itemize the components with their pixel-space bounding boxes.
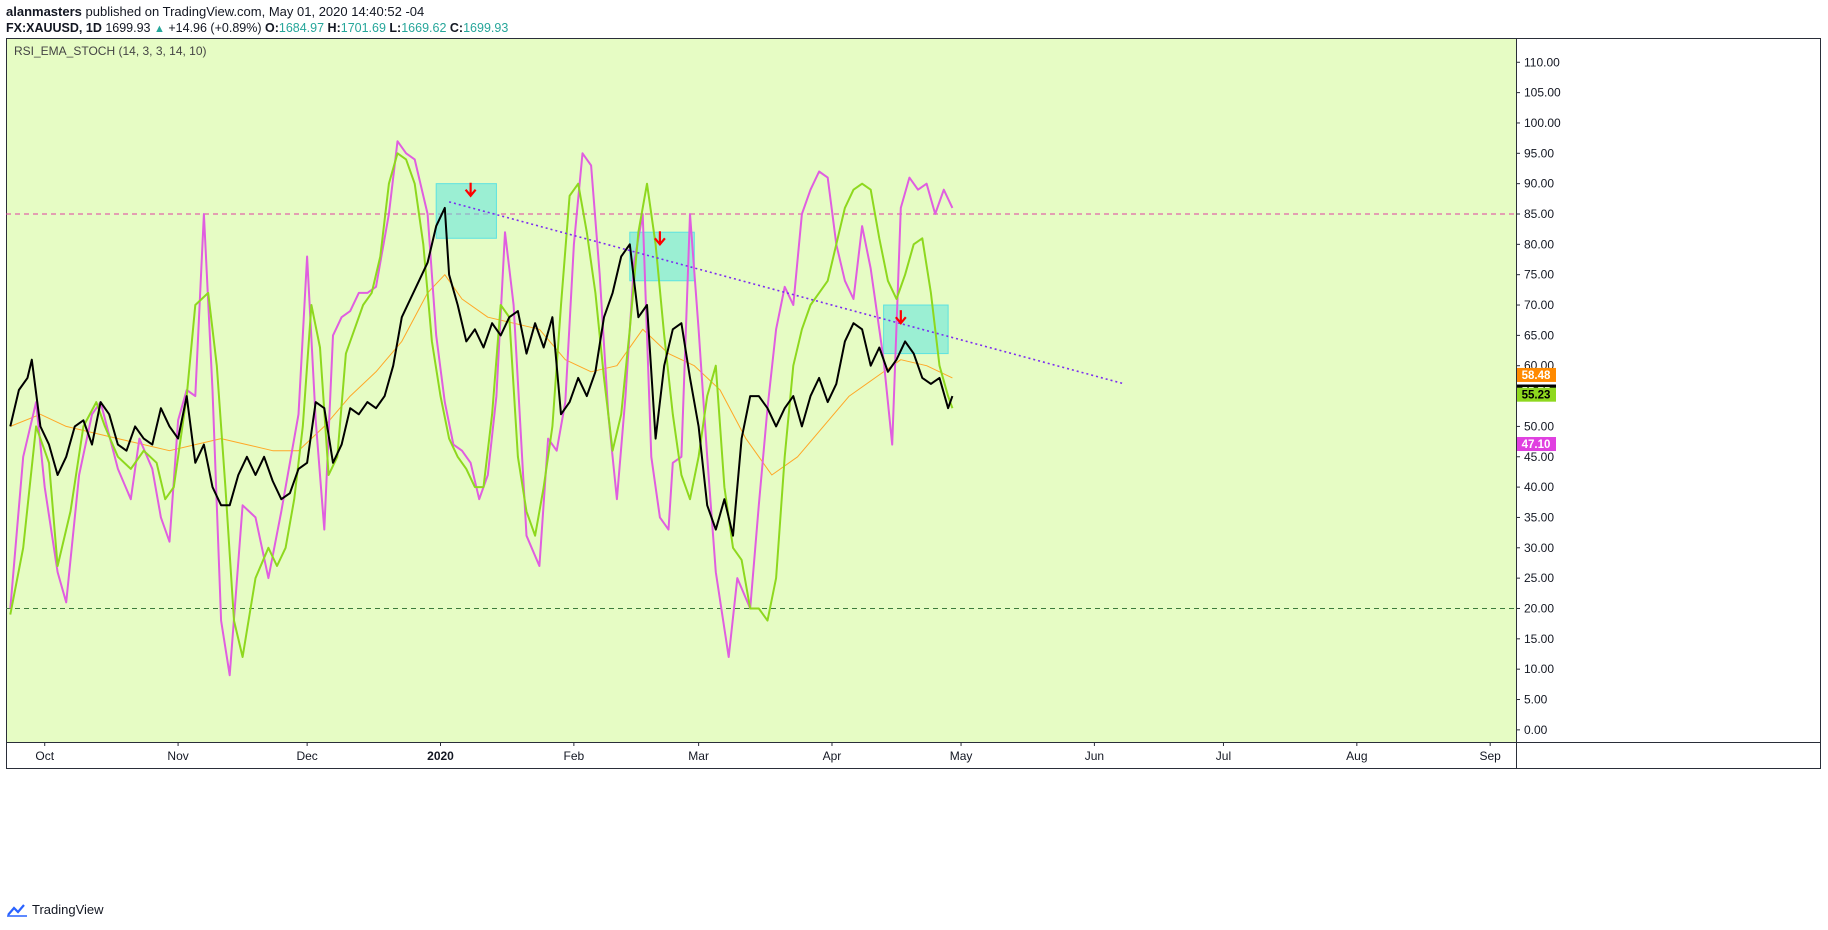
price-label-bg (1517, 387, 1556, 402)
x-tick-label: Mar (688, 749, 709, 763)
y-tick-label: 35.00 (1524, 510, 1554, 524)
y-tick-label: 10.00 (1524, 662, 1554, 676)
down-arrow-head (464, 189, 477, 198)
down-arrow-icon (654, 231, 666, 246)
y-tick-label: 15.00 (1524, 632, 1554, 646)
x-tick-label: Apr (823, 749, 842, 763)
x-tick-label: Jul (1216, 749, 1231, 763)
high-value: 1701.69 (340, 21, 386, 35)
y-tick-label: 105.00 (1524, 86, 1561, 100)
x-tick-label: Oct (35, 749, 54, 763)
y-tick-label: 70.00 (1524, 298, 1554, 312)
published-info: published on TradingView.com, May 01, 20… (85, 4, 425, 19)
y-tick-label: 65.00 (1524, 328, 1554, 342)
series-line-stoch_d (9, 152, 954, 658)
down-arrow-head (894, 316, 907, 325)
highlight-box (629, 231, 695, 282)
x-tick-label: Aug (1346, 749, 1367, 763)
x-tick-label: 2020 (427, 749, 454, 763)
chart-header-line2: FX:XAUUSD, 1D 1699.93 ▲ +14.96 (+0.89%) … (6, 21, 508, 35)
y-tick-label: 80.00 (1524, 237, 1554, 251)
y-tick-label: 85.00 (1524, 207, 1554, 221)
plot-background (6, 38, 1516, 742)
open-value: 1684.97 (278, 21, 325, 35)
y-tick-label: 100.00 (1524, 116, 1561, 130)
y-tick-label: 45.00 (1524, 450, 1554, 464)
x-tick-label: Sep (1480, 749, 1502, 763)
price-label-bg (1517, 367, 1556, 382)
high-label: H: (327, 21, 341, 35)
x-tick-label: Nov (167, 749, 188, 763)
chart-header-line1: alanmasters published on TradingView.com… (6, 4, 424, 19)
y-tick-label: 0.00 (1524, 723, 1548, 737)
series-line-ema (9, 206, 954, 537)
price-label: 58.48 (1522, 370, 1551, 382)
y-tick-label: 90.00 (1524, 177, 1554, 191)
open-label: O: (264, 21, 279, 35)
y-tick-label: 95.00 (1524, 146, 1554, 160)
trendline (448, 201, 1125, 385)
close-label: C: (449, 21, 464, 35)
low-value: 1669.62 (401, 21, 447, 35)
series-line-stoch_k (9, 140, 954, 677)
price-axis-background (1516, 38, 1820, 742)
x-tick-label: Jun (1085, 749, 1104, 763)
symbol-label[interactable]: FX:XAUUSD, 1D (6, 21, 102, 35)
price-label: 55.23 (1522, 390, 1551, 402)
down-arrow-icon (894, 310, 907, 325)
tradingview-footer[interactable]: TradingView (6, 902, 104, 917)
price-label: 47.10 (1522, 439, 1551, 451)
y-tick-label: 75.00 (1524, 268, 1554, 282)
author-name[interactable]: alanmasters (6, 4, 82, 19)
y-tick-label: 110.00 (1524, 55, 1560, 69)
y-tick-label: 30.00 (1524, 541, 1554, 555)
down-arrow-icon (464, 182, 477, 198)
chart-frame (6, 38, 1821, 769)
time-axis-background (6, 742, 1516, 768)
down-arrow-head (654, 237, 666, 246)
indicator-legend-label: RSI_EMA_STOCH (14, 3, 3, 14, 10) (14, 44, 207, 58)
tradingview-brand: TradingView (32, 902, 104, 917)
y-tick-label: 40.00 (1524, 480, 1554, 494)
price-change: +14.96 (+0.89%) (168, 21, 262, 35)
last-price: 1699.93 (105, 21, 151, 35)
highlight-box (883, 304, 949, 355)
x-tick-label: May (950, 749, 973, 763)
x-tick-label: Feb (564, 749, 585, 763)
up-arrow-icon: ▲ (154, 23, 165, 35)
y-tick-label: 25.00 (1524, 571, 1554, 585)
low-label: L: (389, 21, 402, 35)
tradingview-logo-icon (7, 903, 27, 917)
price-label-bg (1517, 437, 1556, 452)
y-tick-label: 50.00 (1524, 419, 1554, 433)
x-tick-label: Dec (296, 749, 317, 763)
y-tick-label: 5.00 (1524, 693, 1548, 707)
y-tick-label: 20.00 (1524, 601, 1554, 615)
close-value: 1699.93 (463, 21, 509, 35)
series-line-ema_orange (10, 274, 953, 476)
